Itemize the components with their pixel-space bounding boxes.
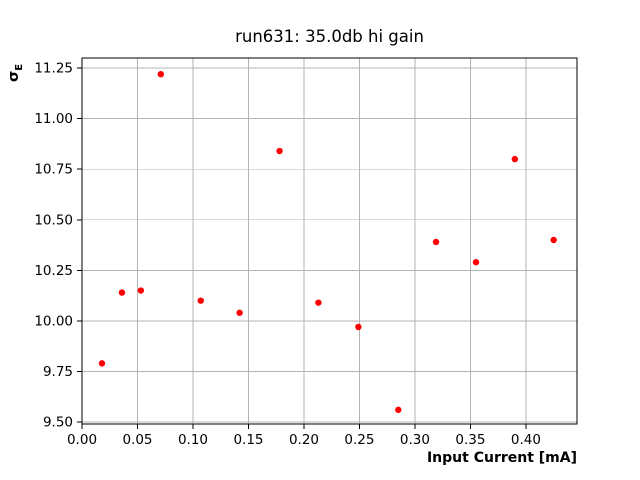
y-tick-label: 11.25 [34, 61, 73, 77]
x-tick-label: 0.40 [511, 432, 541, 448]
y-axis-label: σE [6, 64, 25, 82]
x-tick-label: 0.30 [400, 432, 430, 448]
y-tick-label: 10.00 [34, 313, 73, 329]
data-point [118, 289, 126, 296]
sigma-symbol: σ [6, 70, 22, 82]
data-point [236, 309, 243, 316]
y-tick-label: 11.00 [34, 111, 73, 127]
sigma-subscript: E [13, 63, 25, 71]
x-axis-label: Input Current [mA] [426, 450, 577, 466]
x-tick-label: 0.05 [122, 432, 152, 448]
x-tick-label: 0.15 [233, 432, 263, 448]
y-tick-label: 9.75 [43, 364, 73, 380]
data-point [550, 236, 557, 244]
data-point [355, 323, 362, 331]
x-tick-label: 0.25 [344, 432, 374, 448]
data-point [157, 70, 165, 78]
data-point [432, 238, 440, 246]
plot-border [81, 57, 578, 425]
data-point [137, 287, 145, 294]
x-tick-label: 0.35 [455, 432, 485, 448]
data-point [197, 297, 204, 304]
x-tick-label: 0.10 [178, 432, 208, 448]
y-tick-label: 10.50 [34, 212, 73, 228]
data-point [98, 360, 106, 367]
chart-title: run631: 35.0db hi gain [235, 27, 424, 46]
data-point [315, 299, 322, 306]
y-tick-label: 10.25 [34, 263, 73, 279]
data-point [511, 155, 519, 163]
data-point [395, 406, 402, 414]
y-tick-label: 9.50 [43, 414, 73, 430]
y-tick-label: 10.75 [34, 162, 73, 178]
x-tick-label: 0.00 [67, 432, 97, 448]
data-point [472, 259, 480, 266]
data-point [276, 147, 283, 155]
x-tick-label: 0.20 [289, 432, 319, 448]
